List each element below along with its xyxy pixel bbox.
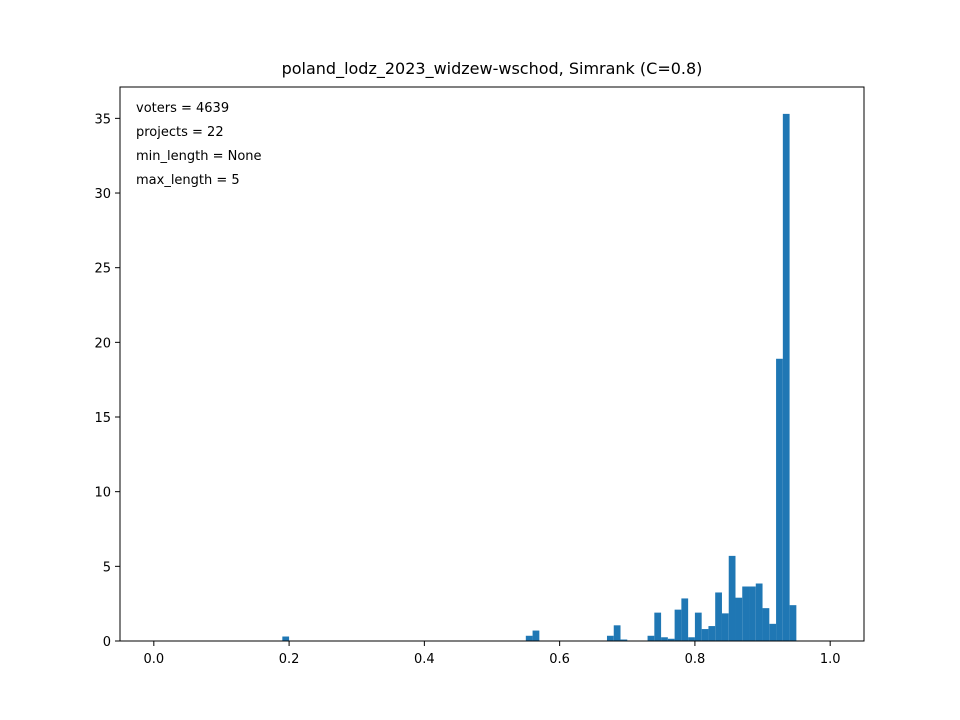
chart-title: poland_lodz_2023_widzew-wschod, Simrank … [282,59,703,79]
x-tick-label: 0.2 [279,652,300,667]
y-axis: 0 5 10 15 20 25 30 35 [94,112,120,650]
histogram-bar [661,637,668,641]
y-tick-label: 0 [103,635,111,650]
plot-frame [119,86,865,642]
bars-group [282,113,797,641]
histogram-bar [525,635,533,641]
y-tick-label: 35 [94,112,111,127]
histogram-bar [613,625,621,641]
y-tick-label: 10 [94,486,111,501]
histogram-bar [776,358,783,641]
histogram-bar [742,586,750,641]
x-axis: 0.0 0.2 0.4 0.6 0.8 1.0 [143,641,841,667]
x-tick-label: 0.4 [414,652,435,667]
y-tick-label: 25 [94,262,111,277]
y-tick-label: 30 [94,187,111,202]
histogram-bar [715,592,722,641]
histogram-bar [282,636,290,641]
histogram-bar [749,586,756,641]
histogram-bar [789,605,797,641]
histogram-bar [694,612,702,641]
y-tick-label: 20 [94,336,111,351]
annotation-voters: voters = 4639 [136,101,229,116]
x-tick-label: 0.8 [685,652,706,667]
histogram-bar [532,630,540,641]
histogram-bar [721,613,729,641]
annotation-min-length: min_length = None [136,149,262,164]
histogram-bar [728,555,736,641]
histogram-bar [782,113,790,641]
histogram-bar [735,597,743,641]
x-tick-label: 1.0 [820,652,841,667]
histogram-bar [674,609,682,641]
histogram-bar [667,638,675,641]
histogram-bar [688,637,695,641]
histogram-bar [681,598,689,641]
histogram-bar [755,583,763,641]
stats-annotation: voters = 4639 projects = 22 min_length =… [136,101,262,188]
histogram-bar [647,635,655,641]
y-tick-label: 5 [103,560,111,575]
histogram-bar [769,623,777,641]
x-tick-label: 0.6 [549,652,570,667]
y-tick-label: 15 [94,411,111,426]
x-tick-label: 0.0 [143,652,164,667]
histogram-bar [606,635,614,641]
annotation-projects: projects = 22 [136,125,224,140]
annotation-max-length: max_length = 5 [136,173,240,188]
histogram-bar [701,629,709,641]
histogram-bar [762,608,770,641]
histogram-bar [708,626,716,641]
histogram-bar [620,639,628,641]
histogram-bar [654,612,662,641]
